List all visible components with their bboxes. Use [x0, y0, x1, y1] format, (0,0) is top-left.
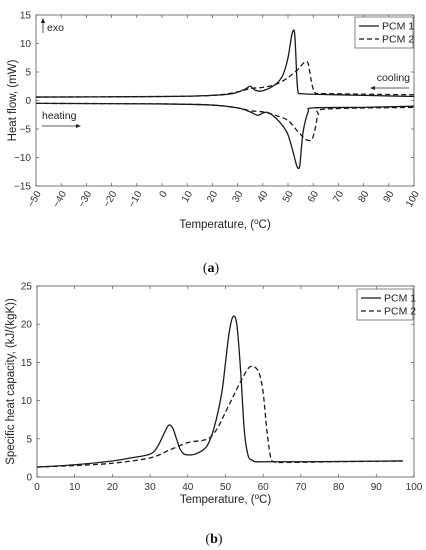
x-tick-label: 30 [230, 189, 245, 205]
y-tick-label: 15 [21, 358, 33, 369]
heating-arrow-head [76, 124, 81, 128]
y-tick-label: −10 [14, 153, 31, 164]
cooling-label: cooling [377, 72, 410, 84]
y-tick-label: −15 [14, 182, 31, 193]
heating-label: heating [42, 110, 77, 122]
x-tick-label: 20 [107, 482, 119, 493]
y-axis-label: Specific heat capacity, (kJ/(kgK)) [5, 298, 17, 465]
x-tick-label: 0 [158, 189, 171, 200]
x-axis-label: Temperature, (oC) [180, 492, 272, 506]
x-tick-label: 70 [331, 189, 346, 205]
series-line-pcm-1-heating [35, 102, 415, 170]
x-tick-label: 30 [145, 482, 157, 493]
exo-arrow-head [40, 18, 46, 23]
series-line-pcm-2-heating [35, 102, 415, 142]
x-tick-label: 40 [256, 189, 271, 205]
y-tick-label: 5 [25, 68, 31, 79]
x-tick-label: −20 [101, 189, 119, 210]
x-tick-label: 100 [404, 189, 422, 209]
y-axis-label: Heat flow, (mW) [7, 59, 19, 141]
legend-label: PCM 1 [384, 293, 416, 305]
chart-a: −5 0 −40 −30 −20 −10 0 10 20 30 40 50 60 70 80 90 100 −15… [7, 11, 422, 232]
x-tick-label: 50 [220, 482, 232, 493]
x-tick-label: 10 [180, 189, 195, 205]
y-tick-label: 20 [21, 320, 33, 331]
exo-label: exo [47, 22, 64, 34]
legend-label: PCM 1 [382, 21, 414, 33]
y-tick-label: −5 [20, 125, 32, 136]
y-tick-label: 15 [20, 11, 32, 22]
x-tick-label: 60 [306, 189, 321, 205]
series-line-pcm-1 [36, 315, 403, 468]
y-tick-label: 0 [25, 96, 31, 107]
series-line-pcm-2-cooling [35, 60, 415, 98]
chart-b: 0 10 20 30 40 50 60 70 80 90 100 0 5 10 15 20 25 Temperat… [5, 282, 423, 507]
x-tick-label: −30 [76, 189, 94, 210]
x-tick-label: −10 [127, 189, 145, 210]
x-tick-label: 90 [382, 189, 397, 205]
y-tick-label: 10 [21, 396, 33, 407]
x-tick-label: 60 [258, 482, 270, 493]
x-tick-label: −40 [51, 189, 69, 210]
cooling-arrow-head [370, 86, 375, 90]
caption-a: (a) [203, 261, 220, 276]
series-line-pcm-2 [36, 365, 403, 468]
y-tick-label: 25 [21, 282, 33, 293]
y-tick-label: 5 [26, 434, 32, 445]
series-line-pcm-1-cooling [35, 29, 415, 98]
caption-a-label: a [208, 261, 215, 276]
x-tick-label: 40 [182, 482, 194, 493]
legend-label: PCM 2 [384, 306, 416, 318]
x-tick-label: 100 [406, 482, 423, 493]
x-tick-label: 80 [333, 482, 345, 493]
x-tick-label: 0 [34, 482, 40, 493]
legend-box [356, 288, 414, 321]
x-axis-label: Temperature, (oC) [179, 217, 271, 231]
x-tick-label: 70 [295, 482, 307, 493]
x-tick-label: 80 [356, 189, 371, 205]
y-tick-label: 0 [26, 473, 32, 484]
caption-b: (b) [205, 532, 222, 547]
legend-box [354, 16, 414, 49]
y-tick-label: 10 [20, 39, 32, 50]
x-tick-label: 50 [281, 189, 296, 205]
x-tick-label: 90 [371, 482, 383, 493]
x-tick-label: 10 [69, 482, 81, 493]
legend-label: PCM 2 [382, 34, 414, 46]
caption-b-label: b [210, 532, 218, 547]
x-tick-label: 20 [205, 189, 220, 205]
